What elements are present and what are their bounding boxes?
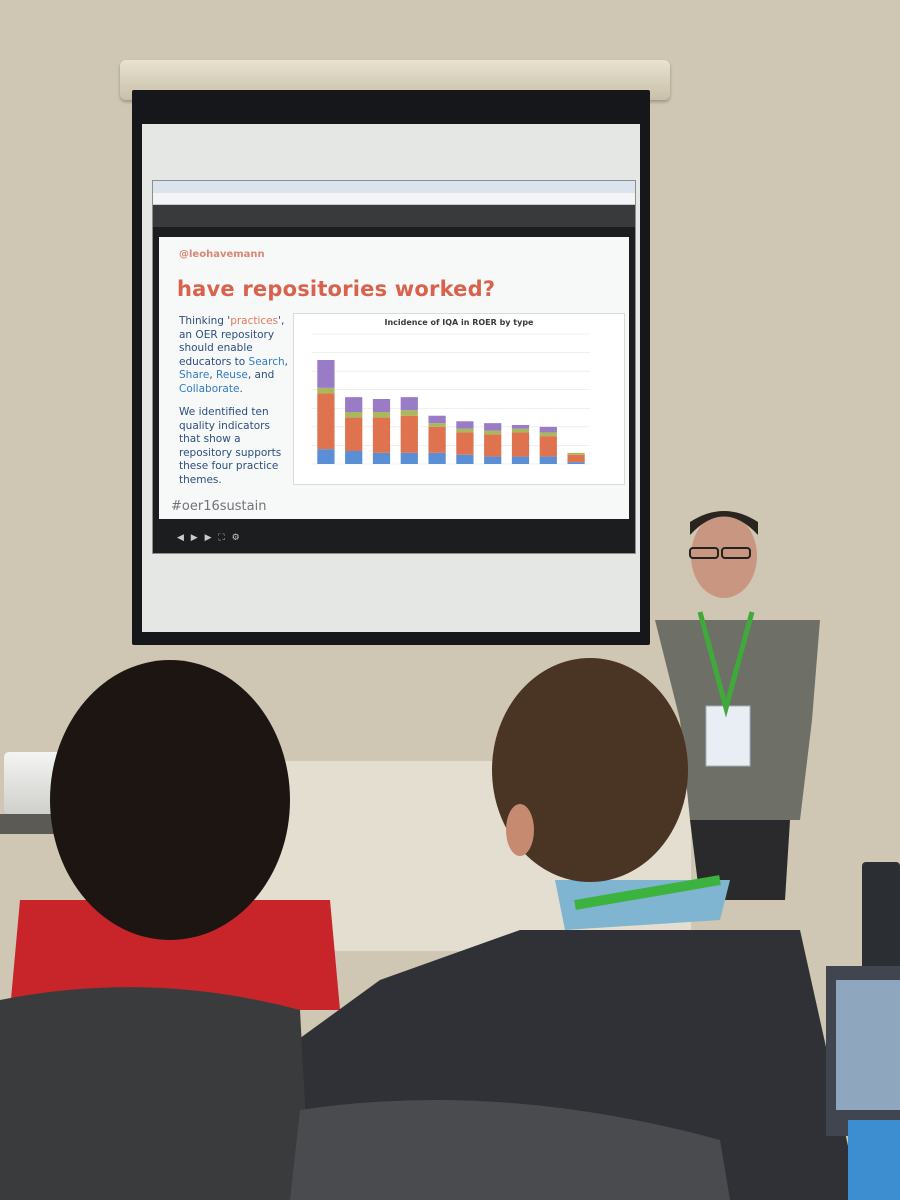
audience-woman <box>10 660 340 1010</box>
browser-toolbar-gap <box>153 205 635 227</box>
chart-bar-segment <box>567 452 585 455</box>
presentation-slide: @leohavemann have repositories worked? T… <box>159 237 629 519</box>
chart-bar-segment <box>317 449 335 464</box>
next-slide-icon[interactable]: ▶ <box>204 533 214 543</box>
chart-bar-segment <box>511 432 530 457</box>
keyword-search: Search <box>248 355 285 368</box>
chart-bar-segment <box>372 399 391 412</box>
presenter-lanyard <box>697 611 755 718</box>
play-icon[interactable]: ▶ <box>190 533 200 543</box>
chart-bar-segment <box>428 423 446 427</box>
chart-bar-segment <box>484 430 502 435</box>
presenter <box>655 511 820 900</box>
chart-bar-segment <box>456 428 474 433</box>
keyword-collaborate: Collaborate <box>179 382 240 395</box>
man-head <box>492 658 688 882</box>
chart-bar-segment <box>428 415 446 424</box>
presenter-controls[interactable]: ◀ ▶ ▶ ⛶ ⚙ <box>177 533 242 543</box>
para1-and: , and <box>247 369 275 381</box>
chart-bar-segment <box>345 417 363 451</box>
slide-title: have repositories worked? <box>177 277 496 301</box>
laptop-background <box>862 862 900 974</box>
man-ear <box>506 804 534 856</box>
blue-laptop-corner <box>848 1120 900 1200</box>
browser-url-bar <box>153 193 635 205</box>
para1-pre: Thinking ' <box>179 315 231 327</box>
para1-mid: ', an OER repository should enable educa… <box>179 315 285 368</box>
woman-red-top <box>10 900 340 1010</box>
slide-paragraph-2: We identified ten quality indicators tha… <box>179 406 282 486</box>
browser-titlebar <box>153 181 635 193</box>
slide-hashtag: #oer16sustain <box>171 499 267 514</box>
presenter-badge <box>705 705 751 767</box>
chart-bar-segment <box>345 451 363 464</box>
chart-bar-segment <box>317 387 335 394</box>
chart-title: Incidence of IQA in ROER by type <box>385 318 535 327</box>
chart-bar-segment <box>456 421 474 429</box>
chart-bar-segment <box>484 434 502 457</box>
chart-bar-segment <box>511 425 530 429</box>
chart-bar-segment <box>400 452 418 464</box>
chart-bars <box>317 360 585 464</box>
bar-chart-svg: Incidence of IQA in ROER by type <box>312 318 590 465</box>
presenter-hair <box>690 511 758 535</box>
para1-comma2: , <box>209 369 216 381</box>
para1-comma1: , <box>284 355 288 368</box>
glasses-right-lens <box>721 547 751 559</box>
chart-bar-segment <box>372 412 391 418</box>
fullscreen-icon[interactable]: ⛶ <box>218 533 227 543</box>
slide-twitter-handle: @leohavemann <box>179 249 265 260</box>
chart-bar-segment <box>567 454 585 463</box>
chart-bar-segment <box>372 417 391 453</box>
chart-bar-segment <box>484 423 502 431</box>
chart-bar-segment <box>484 456 502 464</box>
slide-chart: Incidence of IQA in ROER by type <box>293 313 625 485</box>
woman-hair <box>50 660 290 940</box>
man-shirt-collar <box>555 880 730 930</box>
chart-bar-segment <box>372 452 391 464</box>
chart-bar-segment <box>511 428 530 433</box>
chart-bar-segment <box>317 393 335 450</box>
man-lanyard <box>574 875 721 910</box>
chart-bar-segment <box>345 412 363 418</box>
glasses-left-lens <box>689 547 719 559</box>
slide-paragraph-1: Thinking 'practices', an OER repository … <box>179 315 289 396</box>
chart-bar-segment <box>539 426 557 433</box>
projected-browser-window: @leohavemann have repositories worked? T… <box>152 180 636 554</box>
keyword-reuse: Reuse <box>216 369 248 381</box>
chart-bar-segment <box>400 415 418 453</box>
chart-bar-segment <box>539 456 557 464</box>
chart-bar-segment <box>428 426 446 453</box>
chart-bar-segment <box>567 462 585 464</box>
chart-bar-segment <box>539 432 557 437</box>
keyword-practices: practices <box>230 315 279 327</box>
chart-bar-segment <box>539 436 557 457</box>
chart-bar-segment <box>456 432 474 455</box>
table-edge <box>0 814 60 834</box>
laptop-foreground-screen <box>836 980 900 1110</box>
prev-slide-icon[interactable]: ◀ <box>177 533 186 543</box>
keyword-share: Share <box>179 369 210 381</box>
slide-body-text: Thinking 'practices', an OER repository … <box>179 315 289 497</box>
chart-bar-segment <box>456 454 474 464</box>
settings-icon[interactable]: ⚙ <box>231 533 242 543</box>
chart-bar-segment <box>511 456 530 464</box>
chart-bar-segment <box>317 360 335 388</box>
chart-bar-segment <box>428 452 446 464</box>
chart-bar-segment <box>400 410 418 416</box>
presenter-head <box>691 514 757 598</box>
chair-left <box>0 987 310 1200</box>
chart-bar-segment <box>345 397 363 412</box>
chair-right <box>290 1100 730 1200</box>
para1-end: . <box>239 382 243 395</box>
chart-bar-segment <box>400 397 418 411</box>
